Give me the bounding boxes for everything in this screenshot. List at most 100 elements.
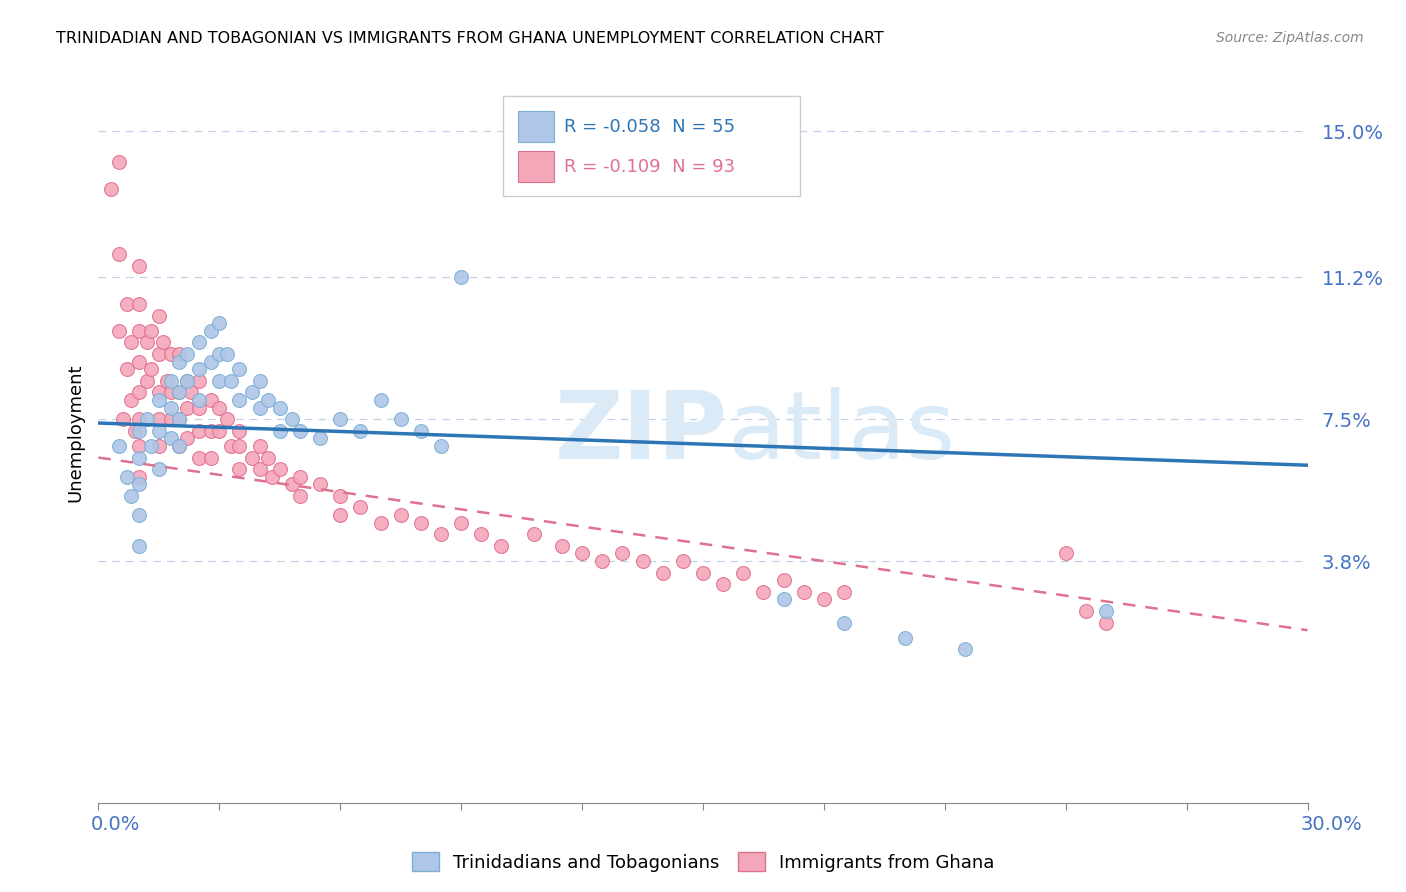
Point xyxy=(256,392,278,407)
Point xyxy=(188,401,211,415)
Point xyxy=(128,259,150,273)
Point xyxy=(1074,604,1097,618)
Point xyxy=(139,324,162,338)
Point xyxy=(309,477,332,491)
Point xyxy=(139,362,162,376)
Point xyxy=(188,450,211,465)
Point xyxy=(571,546,593,560)
Point xyxy=(128,477,150,491)
Point xyxy=(228,424,250,438)
Point xyxy=(107,155,129,169)
Point xyxy=(167,347,190,361)
Point xyxy=(370,392,392,407)
FancyBboxPatch shape xyxy=(517,152,554,182)
Point xyxy=(1095,615,1118,630)
Point xyxy=(651,566,673,580)
Point xyxy=(281,477,304,491)
Text: Source: ZipAtlas.com: Source: ZipAtlas.com xyxy=(1216,31,1364,45)
Point xyxy=(148,462,170,476)
Point xyxy=(200,324,222,338)
Point xyxy=(167,412,190,426)
Point xyxy=(160,385,183,400)
Point xyxy=(430,439,453,453)
Point xyxy=(135,335,157,350)
Point xyxy=(188,362,211,376)
Point xyxy=(167,354,190,368)
Point xyxy=(269,424,291,438)
Point xyxy=(107,324,129,338)
Point xyxy=(832,584,855,599)
Point xyxy=(491,539,513,553)
Point xyxy=(200,450,222,465)
Legend: Trinidadians and Tobagonians, Immigrants from Ghana: Trinidadians and Tobagonians, Immigrants… xyxy=(405,845,1001,879)
Point xyxy=(249,462,271,476)
Point xyxy=(329,412,352,426)
Point xyxy=(523,527,546,541)
Point xyxy=(249,401,271,415)
Point xyxy=(208,401,231,415)
Point xyxy=(288,489,311,503)
Point xyxy=(148,309,170,323)
Point xyxy=(160,401,183,415)
Point xyxy=(200,392,222,407)
Text: R = -0.109  N = 93: R = -0.109 N = 93 xyxy=(564,158,735,176)
Point xyxy=(450,270,472,285)
Y-axis label: Unemployment: Unemployment xyxy=(66,363,84,502)
Point xyxy=(200,424,222,438)
Point xyxy=(208,374,231,388)
Point xyxy=(120,392,142,407)
Point xyxy=(1054,546,1077,560)
Point xyxy=(389,412,412,426)
Point xyxy=(228,362,250,376)
Point xyxy=(269,401,291,415)
Point xyxy=(309,431,332,445)
Text: 30.0%: 30.0% xyxy=(1301,814,1362,834)
Text: atlas: atlas xyxy=(727,386,956,479)
Point xyxy=(672,554,695,568)
Point xyxy=(128,324,150,338)
Point xyxy=(256,450,278,465)
Point xyxy=(200,354,222,368)
Point xyxy=(793,584,815,599)
Point xyxy=(128,450,150,465)
Point xyxy=(120,489,142,503)
Point xyxy=(135,412,157,426)
Point xyxy=(228,439,250,453)
Point xyxy=(208,316,231,330)
Point xyxy=(733,566,755,580)
Point xyxy=(208,424,231,438)
Point xyxy=(135,374,157,388)
Point xyxy=(217,347,239,361)
Point xyxy=(832,615,855,630)
Point xyxy=(470,527,492,541)
Text: 0.0%: 0.0% xyxy=(90,814,141,834)
Point xyxy=(176,347,198,361)
Point xyxy=(349,500,371,515)
Text: ZIP: ZIP xyxy=(554,386,727,479)
Point xyxy=(711,577,734,591)
Point xyxy=(180,385,202,400)
Point xyxy=(176,431,198,445)
Point xyxy=(188,424,211,438)
Point xyxy=(152,335,174,350)
Point xyxy=(128,297,150,311)
Point xyxy=(115,469,138,483)
Point xyxy=(281,412,304,426)
Point xyxy=(240,450,263,465)
Point xyxy=(128,354,150,368)
Point xyxy=(167,439,190,453)
Point xyxy=(148,439,170,453)
Text: TRINIDADIAN AND TOBAGONIAN VS IMMIGRANTS FROM GHANA UNEMPLOYMENT CORRELATION CHA: TRINIDADIAN AND TOBAGONIAN VS IMMIGRANTS… xyxy=(56,31,884,46)
Point xyxy=(260,469,283,483)
Point xyxy=(167,439,190,453)
Point xyxy=(148,412,170,426)
Point xyxy=(128,539,150,553)
Point xyxy=(752,584,775,599)
Point xyxy=(772,574,794,588)
Point xyxy=(329,508,352,522)
Point xyxy=(120,335,142,350)
Point xyxy=(188,374,211,388)
Point xyxy=(107,439,129,453)
Point xyxy=(591,554,613,568)
Point xyxy=(100,182,122,196)
